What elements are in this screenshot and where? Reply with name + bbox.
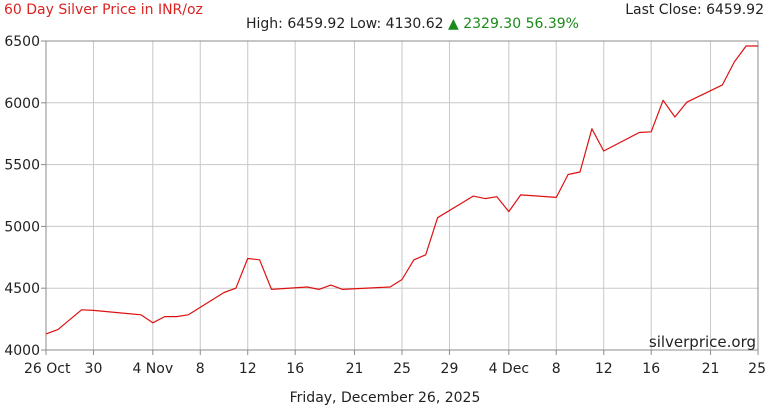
price-change: ▲ 2329.30 56.39% — [448, 16, 579, 32]
y-tick-label: 5500 — [4, 158, 40, 174]
x-tick-label: 30 — [85, 361, 103, 377]
x-tick-label: 12 — [595, 361, 613, 377]
price-line — [45, 45, 758, 335]
x-tick-label: 25 — [393, 361, 411, 377]
y-tick-label: 6500 — [4, 34, 40, 50]
y-axis: 4000 4500 5000 5500 6000 6500 — [4, 34, 46, 359]
x-tick-label: 21 — [346, 361, 364, 377]
x-tick-label: 21 — [702, 361, 720, 377]
x-tick-label: 8 — [552, 361, 561, 377]
x-tick-label: 12 — [239, 361, 257, 377]
high-low: High: 6459.92 Low: 4130.62 — [246, 16, 444, 32]
x-tick-label: 16 — [286, 361, 304, 377]
x-tick-label: 8 — [196, 361, 205, 377]
x-tick-label: 29 — [441, 361, 459, 377]
high-low-stats: High: 6459.92 Low: 4130.62 ▲ 2329.30 56.… — [246, 16, 579, 32]
x-tick-label: 16 — [642, 361, 660, 377]
x-tick-label: 4 Nov — [132, 361, 173, 377]
grid-lines — [45, 40, 759, 351]
x-axis: 26 Oct 30 4 Nov 8 12 16 21 25 29 4 Dec 8 12 16 21 25 — [24, 350, 766, 377]
y-tick-label: 4000 — [4, 343, 40, 359]
x-tick-label: 26 Oct — [24, 361, 71, 377]
watermark: silverprice.org — [649, 333, 756, 351]
chart-title: 60 Day Silver Price in INR/oz — [4, 2, 203, 18]
x-tick-label: 4 Dec — [489, 361, 529, 377]
x-tick-label: 25 — [748, 361, 766, 377]
footer-date: Friday, December 26, 2025 — [289, 390, 481, 406]
y-tick-label: 6000 — [4, 96, 40, 112]
last-close: Last Close: 6459.92 — [625, 2, 764, 18]
y-tick-label: 5000 — [4, 219, 40, 235]
y-tick-label: 4500 — [4, 281, 40, 297]
